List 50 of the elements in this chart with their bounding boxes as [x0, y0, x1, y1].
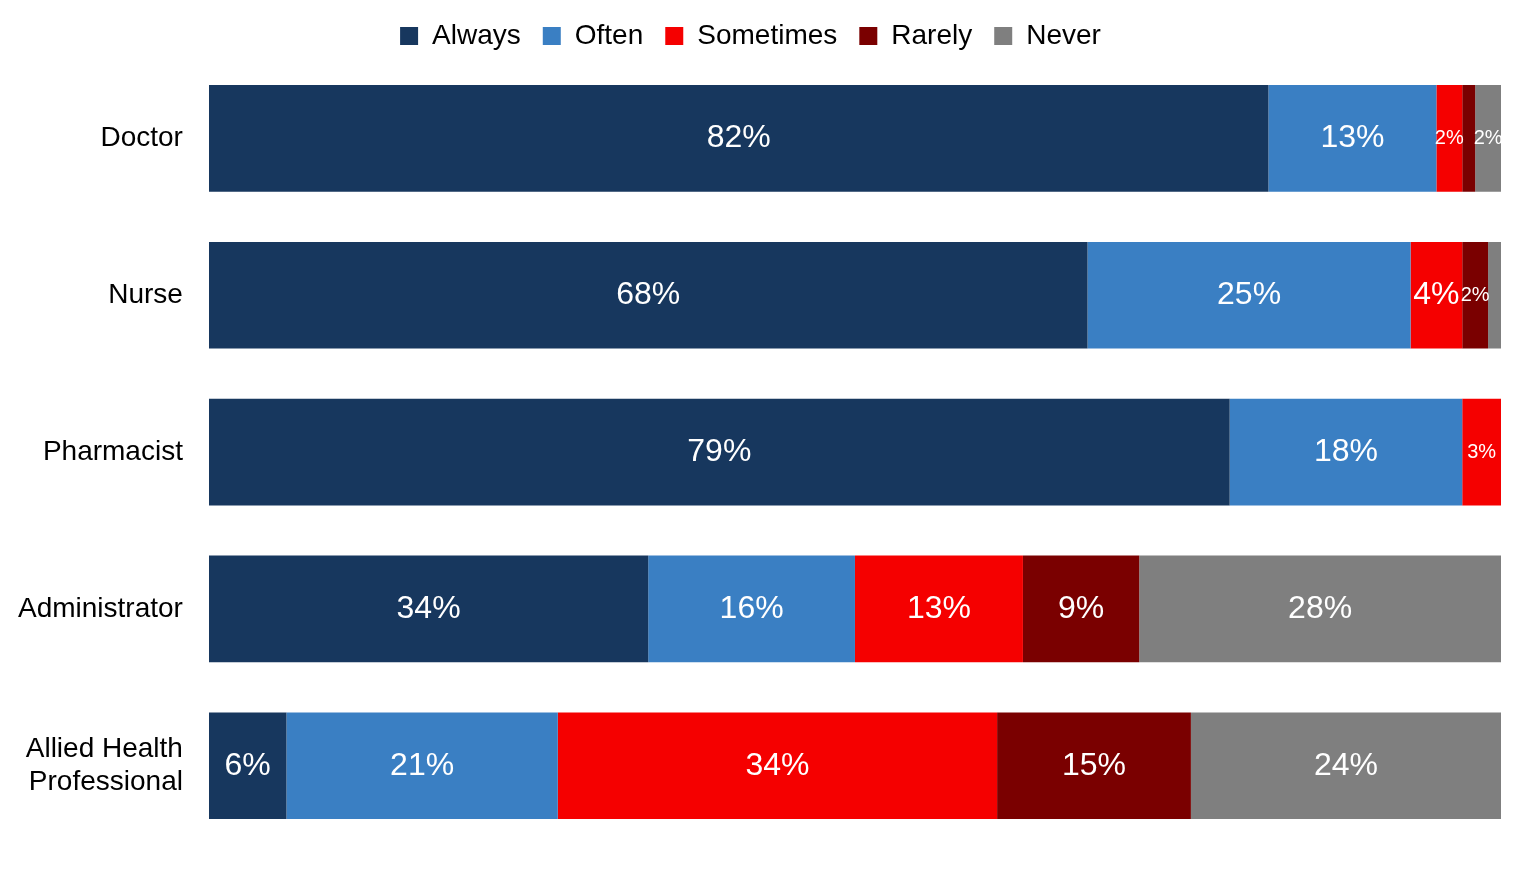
data-label: 13% — [906, 588, 971, 625]
legend-label: Rarely — [891, 18, 973, 50]
data-label: 79% — [687, 431, 752, 468]
data-label: 9% — [1057, 588, 1105, 625]
data-label: 24% — [1313, 745, 1378, 782]
bar — [1488, 241, 1501, 349]
data-label: 18% — [1313, 431, 1378, 468]
bar — [208, 85, 1269, 192]
legend-label: Sometimes — [697, 18, 838, 50]
data-label: 28% — [1288, 588, 1353, 625]
y-tick-label: Administrator — [18, 591, 183, 623]
bar — [1229, 398, 1463, 506]
data-label: 15% — [1061, 745, 1127, 782]
legend-label: Always — [432, 18, 521, 50]
bar — [208, 241, 1088, 349]
bar — [997, 712, 1191, 820]
bar — [286, 712, 558, 820]
bar — [1462, 85, 1476, 192]
y-tick-label: Nurse — [108, 277, 183, 309]
bar — [557, 712, 998, 820]
legend-label: Never — [1026, 18, 1101, 50]
bar — [1462, 398, 1501, 506]
bar — [1462, 241, 1489, 349]
data-label: 34% — [745, 745, 810, 782]
data-label: 25% — [1217, 275, 1282, 312]
bar — [1087, 241, 1411, 349]
data-label: 6% — [224, 745, 271, 782]
bar — [208, 555, 649, 663]
bar — [1190, 712, 1501, 820]
bar — [1022, 555, 1140, 663]
data-label: 34% — [396, 588, 461, 625]
legend-label: Often — [574, 18, 644, 50]
bar — [854, 555, 1023, 663]
bar — [648, 555, 855, 663]
data-label: 21% — [390, 745, 455, 782]
bar — [1410, 241, 1463, 349]
data-label: 3% — [1467, 439, 1497, 462]
data-label: 82% — [706, 118, 771, 155]
data-label: 2% — [1460, 282, 1490, 305]
bar — [208, 712, 287, 820]
data-label: 4% — [1413, 275, 1460, 312]
y-tick-label: Pharmacist — [42, 434, 184, 466]
bar — [1268, 85, 1437, 192]
data-label: 13% — [1320, 118, 1385, 155]
bar — [208, 398, 1230, 506]
y-tick-label: Allied Health Professional — [25, 731, 183, 797]
data-label: 68% — [616, 275, 681, 312]
bar — [1139, 555, 1501, 663]
data-label: 16% — [719, 588, 784, 625]
y-tick-label: Doctor — [100, 121, 183, 153]
